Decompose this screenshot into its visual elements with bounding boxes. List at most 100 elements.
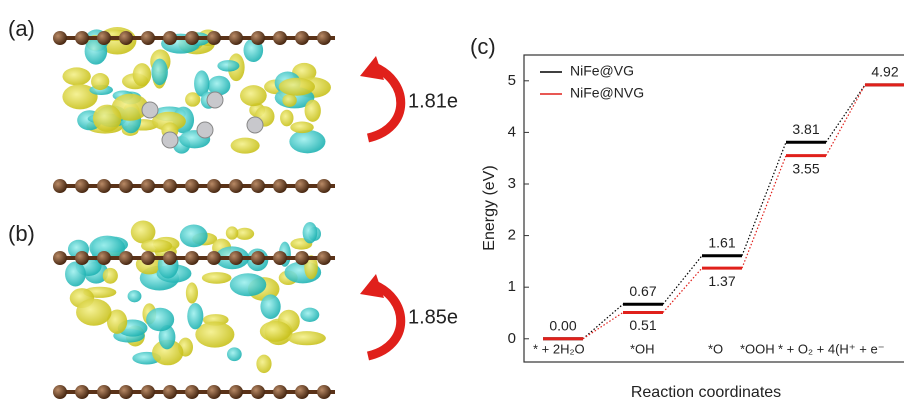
carbon-atom bbox=[141, 385, 155, 399]
connector bbox=[583, 312, 623, 338]
carbon-atom bbox=[273, 385, 287, 399]
carbon-atom bbox=[75, 31, 89, 45]
carbon-atom bbox=[141, 179, 155, 193]
y-tick-label: 2 bbox=[508, 227, 516, 244]
figure: (a) (b) 1.81e 1.85e (c) Reaction coordin… bbox=[0, 0, 904, 407]
metal-atom bbox=[197, 122, 213, 138]
carbon-atom bbox=[163, 31, 177, 45]
density-blob bbox=[180, 225, 208, 248]
density-blob bbox=[76, 299, 112, 326]
x-category-label: *OH bbox=[630, 341, 655, 356]
connector bbox=[826, 85, 865, 142]
density-blob bbox=[290, 122, 314, 134]
metal-atom bbox=[162, 132, 178, 148]
x-category-label: *OOH bbox=[740, 341, 775, 356]
carbon-atom bbox=[185, 251, 199, 265]
density-blob bbox=[300, 308, 319, 322]
carbon-atom bbox=[251, 385, 265, 399]
legend-label: NiFe@NVG bbox=[570, 85, 644, 101]
carbon-atom bbox=[295, 385, 309, 399]
y-tick-label: 4 bbox=[508, 123, 516, 140]
carbon-atom bbox=[273, 31, 287, 45]
value-label: 0.00 bbox=[549, 317, 576, 333]
density-blob bbox=[146, 308, 174, 332]
density-blob bbox=[93, 105, 121, 132]
density-blob bbox=[279, 78, 315, 96]
carbon-atom bbox=[119, 179, 133, 193]
plot-frame bbox=[524, 55, 904, 362]
value-label: 3.55 bbox=[792, 160, 819, 176]
carbon-atom bbox=[163, 251, 177, 265]
panel-label: (a) bbox=[8, 16, 35, 41]
carbon-atom bbox=[97, 31, 111, 45]
legend-label: NiFe@VG bbox=[570, 63, 634, 79]
x-category-label: * + O₂ + 4(H⁺ + e⁻ bbox=[778, 341, 885, 356]
carbon-atom bbox=[163, 385, 177, 399]
carbon-atom bbox=[317, 179, 331, 193]
density-blob bbox=[151, 59, 167, 86]
value-label: 3.81 bbox=[792, 121, 819, 137]
carbon-atom bbox=[75, 385, 89, 399]
carbon-atom bbox=[207, 179, 221, 193]
density-blob bbox=[141, 239, 172, 252]
carbon-atom bbox=[251, 251, 265, 265]
carbon-atom bbox=[295, 31, 309, 45]
carbon-atom bbox=[295, 251, 309, 265]
carbon-atom bbox=[97, 385, 111, 399]
carbon-atom bbox=[185, 31, 199, 45]
density-blob bbox=[303, 222, 318, 243]
carbon-atom bbox=[97, 251, 111, 265]
metal-atom bbox=[142, 102, 158, 118]
density-blob bbox=[289, 130, 325, 153]
carbon-atom bbox=[251, 31, 265, 45]
charge-label: 1.85e bbox=[408, 306, 458, 328]
carbon-atom bbox=[317, 385, 331, 399]
carbon-atom bbox=[75, 179, 89, 193]
carbon-atom bbox=[229, 31, 243, 45]
metal-atom bbox=[247, 117, 263, 133]
density-blob bbox=[260, 294, 280, 319]
charge-label: 1.81e bbox=[408, 90, 458, 112]
carbon-atom bbox=[317, 251, 331, 265]
density-blob bbox=[128, 290, 142, 302]
value-label: 1.61 bbox=[708, 234, 735, 250]
panel-label: (c) bbox=[470, 34, 496, 59]
y-tick-label: 1 bbox=[508, 278, 516, 295]
carbon-atom bbox=[141, 31, 155, 45]
density-blob bbox=[103, 268, 118, 284]
carbon-atom bbox=[53, 179, 67, 193]
carbon-atom bbox=[97, 179, 111, 193]
carbon-atom bbox=[229, 385, 243, 399]
carbon-atom bbox=[141, 251, 155, 265]
carbon-atom bbox=[119, 385, 133, 399]
density-blob bbox=[186, 282, 198, 303]
density-blob bbox=[305, 100, 321, 122]
carbon-atom bbox=[75, 251, 89, 265]
carbon-atom bbox=[119, 31, 133, 45]
connector bbox=[663, 256, 702, 305]
carbon-atom bbox=[229, 179, 243, 193]
connector bbox=[742, 156, 786, 268]
density-blob bbox=[240, 85, 267, 106]
density-blob bbox=[282, 94, 296, 107]
molecular-renderings bbox=[53, 27, 335, 399]
density-blob bbox=[195, 321, 234, 347]
value-label: 0.51 bbox=[629, 317, 656, 333]
density-blob bbox=[202, 272, 232, 284]
density-blob bbox=[230, 273, 266, 296]
density-blob bbox=[226, 226, 239, 239]
carbon-atom bbox=[207, 385, 221, 399]
density-blob bbox=[227, 347, 242, 361]
density-blob bbox=[280, 110, 293, 127]
connector bbox=[826, 85, 865, 156]
value-label: 1.37 bbox=[708, 273, 735, 289]
carbon-atom bbox=[185, 179, 199, 193]
y-tick-label: 0 bbox=[508, 330, 516, 347]
carbon-atom bbox=[207, 251, 221, 265]
carbon-atom bbox=[317, 31, 331, 45]
carbon-atom bbox=[273, 251, 287, 265]
carbon-atom bbox=[119, 251, 133, 265]
carbon-atom bbox=[273, 179, 287, 193]
connector bbox=[583, 304, 623, 339]
y-tick-label: 5 bbox=[508, 72, 516, 89]
